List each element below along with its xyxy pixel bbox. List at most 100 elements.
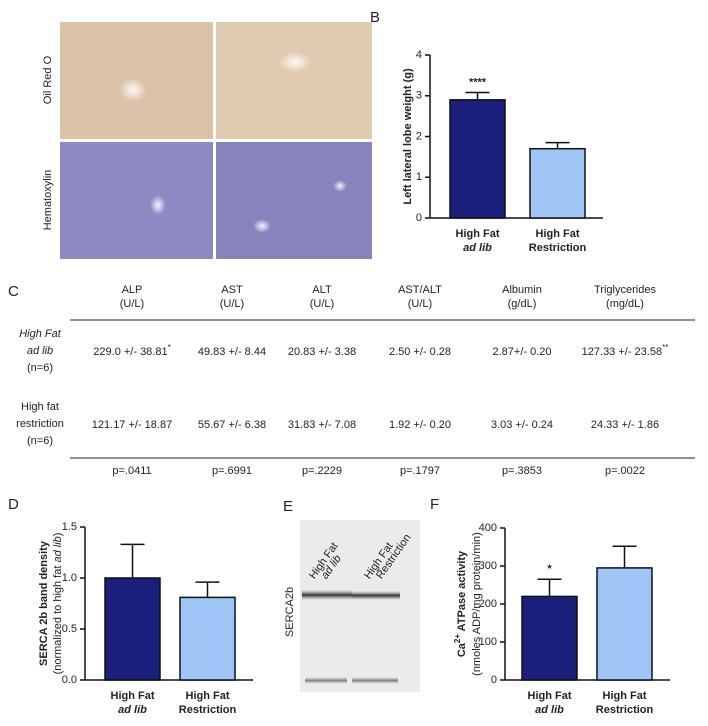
x-tick-label: High Fat bbox=[536, 228, 580, 240]
y-tick-label: 2 bbox=[416, 130, 422, 142]
label-part: (normalized to high fat bbox=[52, 563, 64, 675]
table-cell: 55.67 +/- 6.38 bbox=[198, 419, 266, 431]
panel-letter: B bbox=[370, 9, 380, 26]
y-axis-label: (nmoles ADP/mg protein/min) bbox=[471, 532, 483, 676]
label-part: ) bbox=[52, 533, 64, 537]
column-unit: (U/L) bbox=[120, 298, 144, 310]
blot-membrane bbox=[300, 520, 420, 692]
cell-value: 127.33 +/- 23.58 bbox=[582, 346, 662, 358]
y-tick-label: 0 bbox=[416, 212, 422, 224]
y-tick-label: 3 bbox=[416, 90, 422, 102]
x-tick-label: ad lib bbox=[118, 704, 147, 716]
column-header: ALT bbox=[312, 284, 332, 296]
y-axis-label: Ca2+ ATPase activity bbox=[453, 550, 468, 657]
p-value: p=.0411 bbox=[112, 465, 151, 477]
error-bar bbox=[537, 578, 562, 597]
column-unit: (U/L) bbox=[408, 298, 432, 310]
x-tick-label: High Fat bbox=[186, 690, 230, 702]
significance: **** bbox=[469, 76, 487, 88]
p-value: p=.1797 bbox=[400, 465, 440, 477]
row-label: Hematoxylin bbox=[42, 170, 54, 231]
column-header: ALP bbox=[122, 284, 143, 296]
y-tick-label: 0.5 bbox=[62, 623, 77, 635]
p-value: p=.0022 bbox=[605, 465, 645, 477]
bar bbox=[179, 596, 236, 681]
protein-label: SERCA2b bbox=[284, 587, 296, 637]
label-part: 2+ bbox=[453, 634, 462, 643]
column-unit: (U/L) bbox=[220, 298, 244, 310]
error-bar bbox=[120, 543, 145, 578]
vessel bbox=[119, 78, 147, 102]
table-cell: 49.83 +/- 8.44 bbox=[198, 346, 266, 358]
y-axis-label: SERCA 2b band density bbox=[38, 540, 50, 666]
label-part: ATPase activity bbox=[456, 550, 468, 634]
p-value: p=.3853 bbox=[502, 465, 542, 477]
y-tick-label: 0.0 bbox=[62, 674, 77, 686]
column-unit: (U/L) bbox=[310, 298, 334, 310]
y-tick-label: 1.0 bbox=[62, 572, 77, 584]
p-value: p=.6991 bbox=[212, 465, 252, 477]
column-unit: (g/dL) bbox=[508, 298, 537, 310]
panel-letter: C bbox=[8, 283, 19, 300]
x-tick-label: High Fat bbox=[111, 690, 155, 702]
x-tick-label: Restriction bbox=[179, 704, 237, 716]
x-tick-label: Restriction bbox=[529, 242, 587, 254]
bar bbox=[596, 567, 653, 681]
cell-superscript: ** bbox=[662, 343, 668, 352]
cell-value: 229.0 +/- 38.81 bbox=[93, 346, 167, 358]
histology-images bbox=[60, 22, 372, 259]
y-tick-label: 400 bbox=[479, 522, 497, 534]
row-label: ad lib bbox=[27, 345, 53, 357]
bar bbox=[521, 595, 578, 681]
y-tick-label: 4 bbox=[416, 49, 422, 61]
blot-band bbox=[302, 590, 352, 600]
row-label: restriction bbox=[16, 418, 64, 430]
column-unit: (mg/dL) bbox=[606, 298, 644, 310]
bar bbox=[104, 577, 161, 681]
image bbox=[216, 142, 372, 259]
row-label: (n=6) bbox=[27, 435, 53, 447]
blot-band bbox=[352, 591, 400, 600]
row-label: High fat bbox=[21, 401, 59, 413]
column-header: Triglycerides bbox=[594, 284, 656, 296]
table-cell: 229.0 +/- 38.81* bbox=[93, 343, 170, 358]
error-bar bbox=[465, 91, 490, 100]
label-part: (nmoles ADP/mg protein/min) bbox=[471, 532, 483, 676]
x-tick-label: High Fat bbox=[603, 690, 647, 702]
table-cell: 2.87+/- 0.20 bbox=[492, 346, 551, 358]
error-bar bbox=[612, 545, 637, 568]
significance: * bbox=[547, 563, 552, 575]
p-value: p=.2229 bbox=[302, 465, 342, 477]
blot bbox=[300, 520, 420, 692]
bar bbox=[449, 99, 506, 219]
y-tick-label: 100 bbox=[479, 636, 497, 648]
label-part: Left lateral lobe weight (g) bbox=[402, 68, 414, 205]
table-cell: 2.50 +/- 0.28 bbox=[389, 346, 451, 358]
table-cell: 24.33 +/- 1.86 bbox=[591, 419, 659, 431]
error-bar bbox=[195, 581, 220, 598]
table-cell: 31.83 +/- 7.08 bbox=[288, 419, 356, 431]
label-part: Ca bbox=[456, 642, 468, 657]
cell-superscript: * bbox=[168, 343, 171, 352]
label-part: ad lib bbox=[52, 536, 64, 562]
vessel bbox=[279, 52, 311, 72]
bar bbox=[529, 147, 586, 219]
y-tick-label: 200 bbox=[479, 598, 497, 610]
x-tick-label: High Fat bbox=[528, 690, 572, 702]
x-tick-label: ad lib bbox=[463, 242, 492, 254]
y-tick-label: 0 bbox=[491, 674, 497, 686]
blot-band bbox=[305, 677, 347, 684]
panel-letter: F bbox=[430, 496, 439, 513]
x-tick-label: Restriction bbox=[596, 704, 654, 716]
label-part: SERCA 2b band density bbox=[38, 540, 50, 666]
y-axis-label: (normalized to high fat ad lib) bbox=[52, 533, 64, 675]
table-cell: 127.33 +/- 23.58** bbox=[582, 343, 669, 358]
table-cell: 20.83 +/- 3.38 bbox=[288, 346, 356, 358]
x-tick-label: ad lib bbox=[535, 704, 564, 716]
y-tick-label: 1 bbox=[416, 171, 422, 183]
vessel bbox=[333, 180, 347, 192]
column-header: AST/ALT bbox=[398, 284, 442, 296]
image bbox=[60, 142, 213, 259]
row-label: Oil Red O bbox=[42, 55, 54, 104]
